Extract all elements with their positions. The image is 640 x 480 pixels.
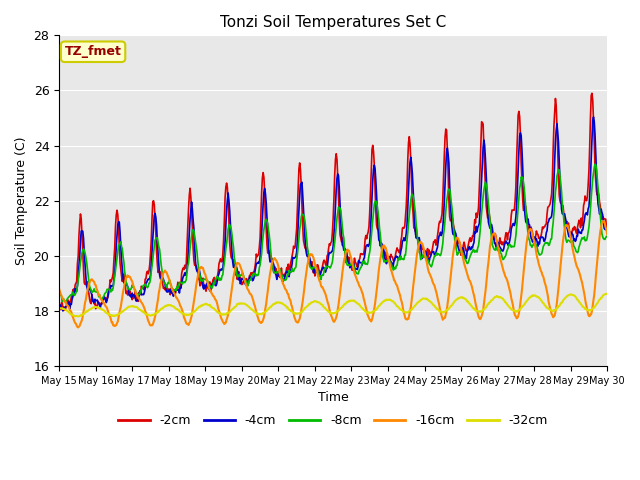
-8cm bbox=[326, 264, 333, 270]
-2cm bbox=[554, 148, 561, 154]
X-axis label: Time: Time bbox=[318, 391, 349, 404]
Line: -2cm: -2cm bbox=[59, 93, 607, 311]
-4cm bbox=[326, 250, 333, 255]
-16cm bbox=[554, 293, 561, 299]
-16cm bbox=[200, 268, 207, 274]
-2cm bbox=[326, 241, 333, 247]
-32cm bbox=[200, 302, 207, 308]
-8cm bbox=[379, 254, 387, 260]
Line: -4cm: -4cm bbox=[59, 117, 607, 311]
-32cm bbox=[74, 313, 81, 319]
-4cm bbox=[554, 129, 561, 135]
-16cm bbox=[379, 245, 387, 251]
-16cm bbox=[74, 324, 82, 330]
-32cm bbox=[326, 309, 333, 315]
-4cm bbox=[433, 247, 440, 252]
-32cm bbox=[379, 299, 387, 305]
-16cm bbox=[326, 306, 333, 312]
-4cm bbox=[200, 286, 207, 292]
-32cm bbox=[55, 305, 63, 311]
-2cm bbox=[55, 304, 63, 310]
-4cm bbox=[379, 242, 387, 248]
-8cm bbox=[604, 233, 611, 239]
-8cm bbox=[61, 299, 69, 305]
-2cm bbox=[177, 284, 184, 289]
Line: -8cm: -8cm bbox=[59, 164, 607, 302]
Text: TZ_fmet: TZ_fmet bbox=[65, 45, 122, 58]
Line: -16cm: -16cm bbox=[59, 221, 607, 327]
-16cm bbox=[177, 303, 184, 309]
-8cm bbox=[200, 276, 207, 282]
-2cm bbox=[604, 226, 611, 232]
-8cm bbox=[433, 250, 440, 256]
-4cm bbox=[177, 285, 184, 290]
-2cm bbox=[200, 284, 207, 289]
-16cm bbox=[55, 286, 63, 292]
-4cm bbox=[589, 114, 597, 120]
Title: Tonzi Soil Temperatures Set C: Tonzi Soil Temperatures Set C bbox=[220, 15, 446, 30]
-4cm bbox=[59, 308, 67, 314]
-16cm bbox=[604, 231, 611, 237]
Y-axis label: Soil Temperature (C): Soil Temperature (C) bbox=[15, 136, 28, 265]
-2cm bbox=[433, 240, 440, 246]
-8cm bbox=[55, 291, 63, 297]
-2cm bbox=[61, 308, 68, 313]
-2cm bbox=[379, 250, 387, 256]
-8cm bbox=[554, 170, 561, 176]
-32cm bbox=[554, 305, 561, 311]
-16cm bbox=[433, 291, 440, 297]
-4cm bbox=[55, 303, 63, 309]
-32cm bbox=[177, 309, 184, 314]
-8cm bbox=[177, 279, 184, 285]
-2cm bbox=[588, 90, 596, 96]
-32cm bbox=[604, 291, 611, 297]
-8cm bbox=[591, 161, 599, 167]
-16cm bbox=[600, 218, 607, 224]
-4cm bbox=[604, 227, 611, 232]
Line: -32cm: -32cm bbox=[59, 294, 607, 316]
-32cm bbox=[433, 306, 440, 312]
Legend: -2cm, -4cm, -8cm, -16cm, -32cm: -2cm, -4cm, -8cm, -16cm, -32cm bbox=[113, 409, 553, 432]
